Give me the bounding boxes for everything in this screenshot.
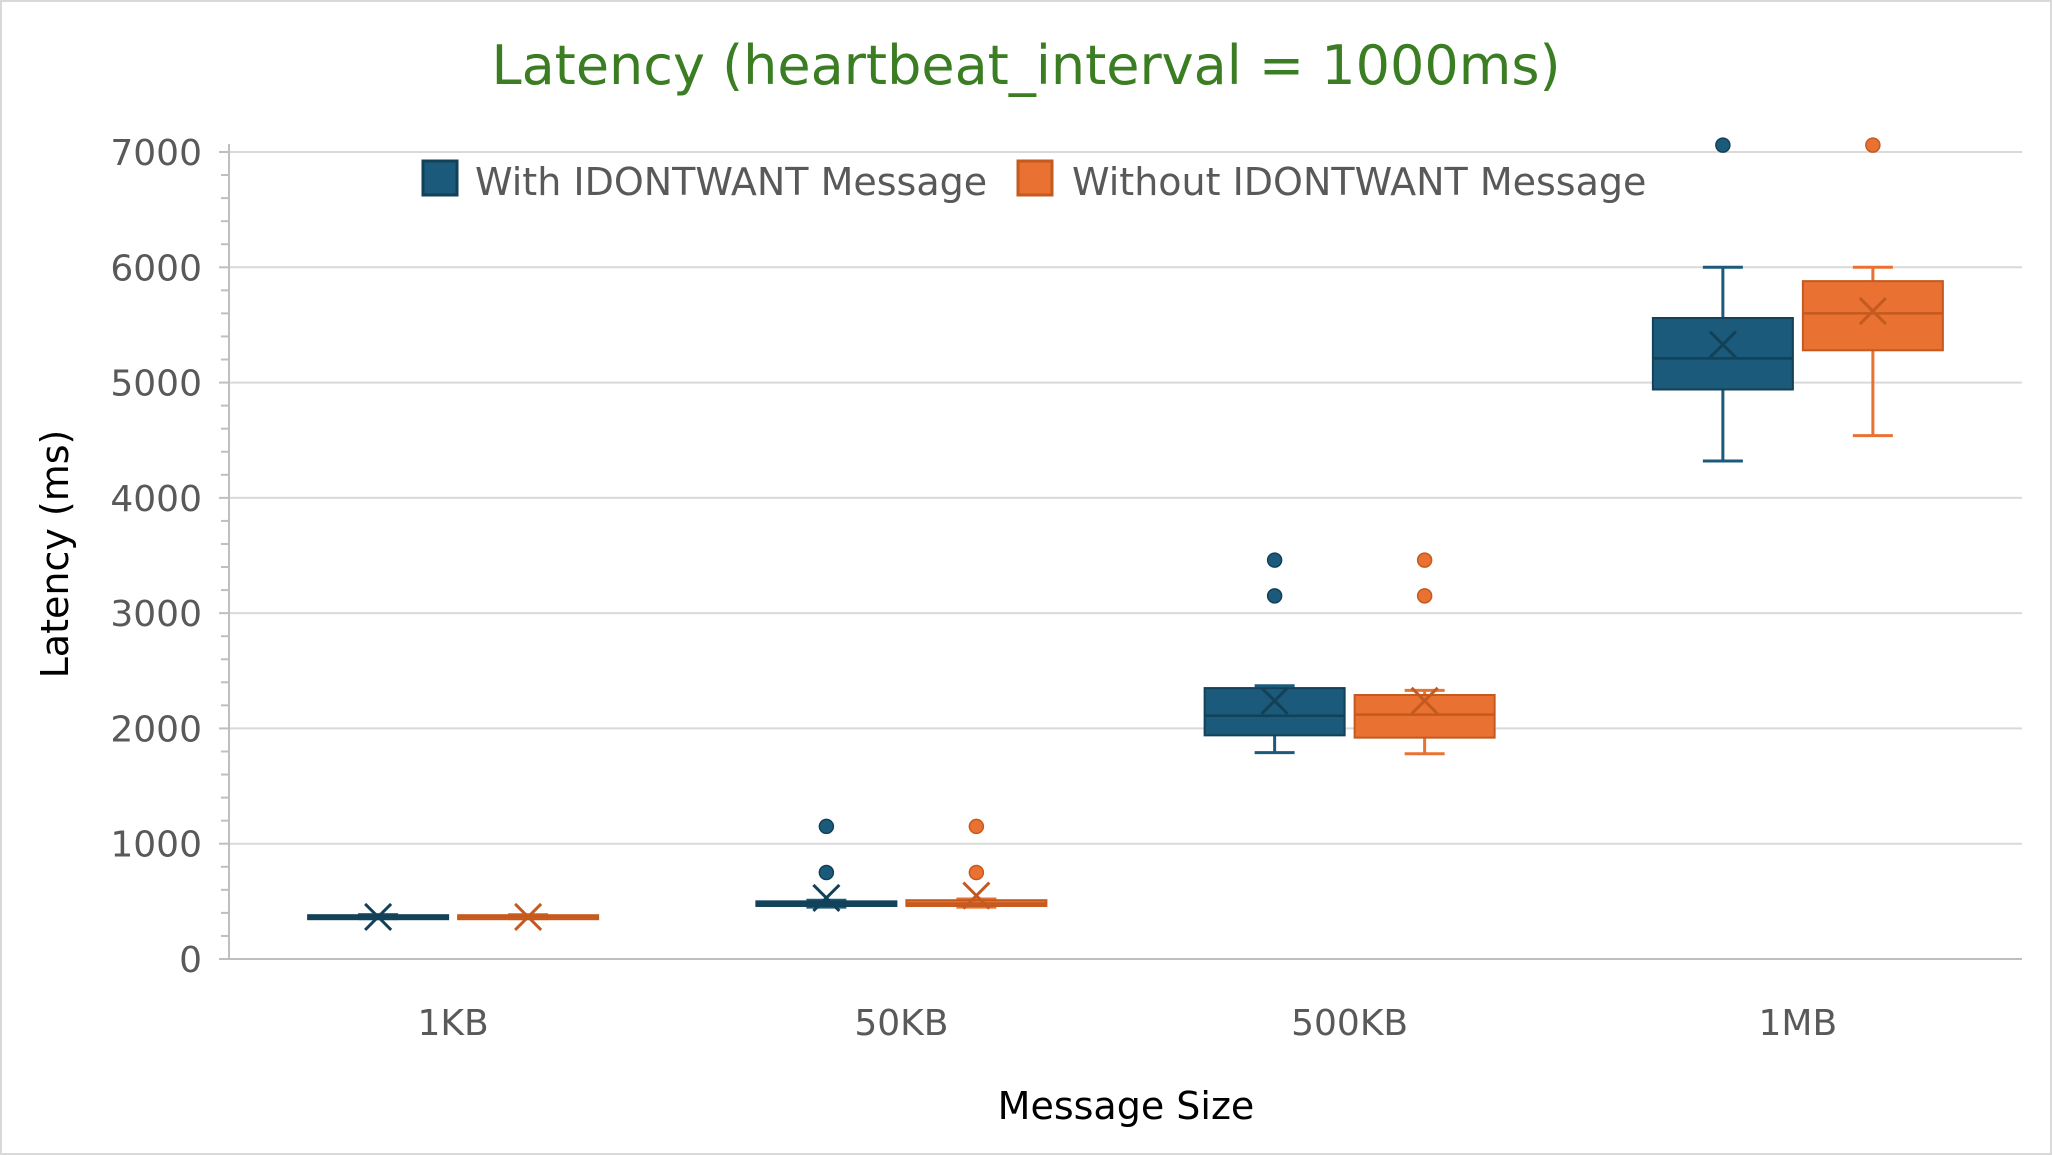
x-tick-label-50KB: 50KB (854, 1003, 948, 1044)
gridlines (229, 151, 2022, 845)
box-iqr (1801, 280, 1944, 352)
box-iqr (1651, 317, 1794, 391)
mean-marker (812, 883, 841, 912)
box-series (307, 137, 1944, 931)
box-iqr (1203, 687, 1346, 737)
box-without-1MB[interactable] (1801, 137, 1944, 438)
outlier-point (1865, 137, 1881, 153)
axes: 0 1000 2000 3000 4000 5000 6000 7000 1KB 50KB 500K… (110, 133, 2022, 1044)
outlier-point (1266, 552, 1283, 568)
outlier-point (818, 818, 835, 835)
outlier-point (1416, 588, 1433, 604)
y-tick-label-6000: 6000 (110, 248, 202, 289)
mean-marker (1858, 297, 1887, 326)
mean-marker (962, 881, 991, 910)
mean-marker (1708, 330, 1737, 359)
y-tick-label-7000: 7000 (110, 133, 202, 174)
box-without-500KB[interactable] (1353, 552, 1496, 756)
outlier-point (968, 864, 985, 881)
y-tick-label-0: 0 (179, 940, 202, 981)
x-tick-label-500KB: 500KB (1291, 1003, 1408, 1044)
mean-marker (514, 902, 543, 931)
box-with-500KB[interactable] (1203, 552, 1346, 755)
y-tick-label-4000: 4000 (110, 479, 202, 520)
box-without-50KB[interactable] (905, 818, 1048, 910)
legend-swatch-with (421, 159, 459, 197)
legend-label-with: With IDONTWANT Message (475, 160, 987, 204)
box-with-50KB[interactable] (755, 818, 898, 912)
x-tick-label-1KB: 1KB (418, 1003, 489, 1044)
mean-marker (1260, 686, 1289, 715)
x-tick-label-1MB: 1MB (1759, 1003, 1838, 1044)
mean-marker (1410, 686, 1439, 715)
box-with-1KB[interactable] (307, 902, 450, 931)
legend-item-without[interactable]: Without IDONTWANT Message (1016, 159, 1646, 204)
y-tick-label-1000: 1000 (110, 825, 202, 866)
x-axis-label: Message Size (998, 1084, 1255, 1128)
y-tick-label-2000: 2000 (110, 709, 202, 750)
box-without-1KB[interactable] (457, 902, 600, 931)
y-axis-label: Latency (ms) (33, 430, 77, 679)
outlier-point (1266, 588, 1283, 604)
y-tick-label-5000: 5000 (110, 364, 202, 405)
legend-swatch-without (1016, 159, 1054, 197)
y-tick-label-3000: 3000 (110, 594, 202, 635)
outlier-point (1715, 137, 1731, 153)
outlier-point (968, 818, 985, 835)
legend: With IDONTWANT Message Without IDONTWANT… (421, 159, 1646, 204)
legend-label-without: Without IDONTWANT Message (1072, 160, 1646, 204)
chart-title: Latency (heartbeat_interval = 1000ms) (491, 34, 1560, 97)
outlier-point (1416, 552, 1433, 568)
mean-marker (364, 902, 393, 931)
outlier-point (818, 864, 835, 881)
legend-item-with[interactable]: With IDONTWANT Message (421, 159, 987, 204)
box-with-1MB[interactable] (1651, 137, 1794, 463)
